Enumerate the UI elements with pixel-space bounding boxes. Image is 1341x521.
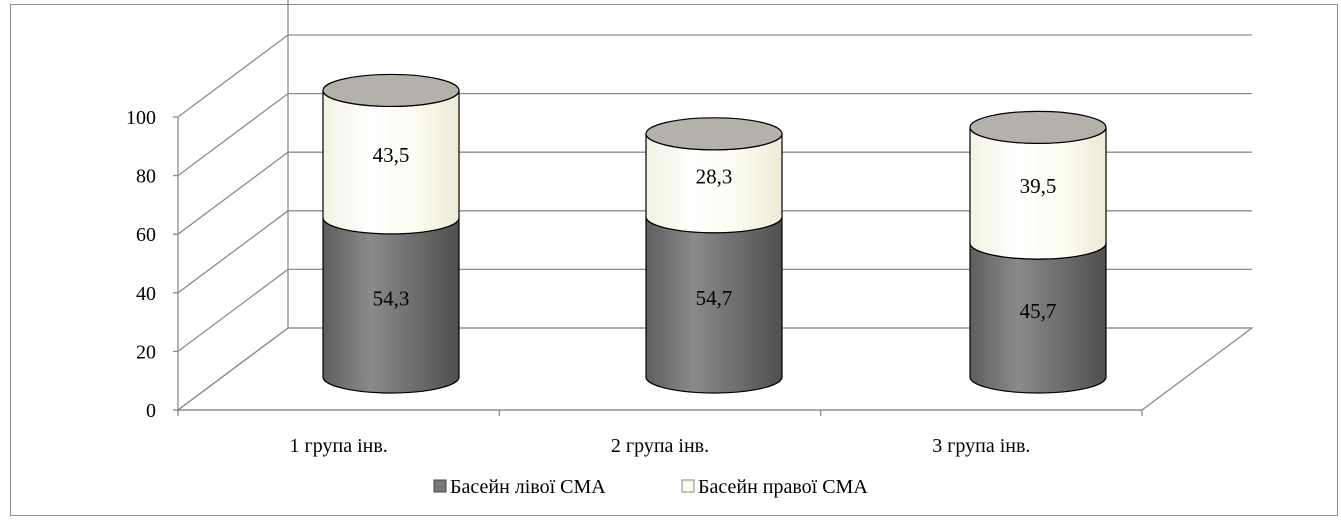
data-label: 54,3	[373, 286, 410, 310]
data-label: 39,5	[1020, 174, 1057, 198]
legend-label: Басейн лівої СМА	[450, 476, 606, 498]
y-tick-label: 80	[136, 166, 156, 188]
bars-layer: 54,3 43,5 54,7 28,3 45,7 39,5	[322, 73, 1107, 394]
data-label: 43,5	[373, 143, 410, 167]
y-tick-label: 100	[126, 107, 156, 129]
axis-layer: 0 20 40 60 80 100 1 група інв. 2 група інв. 3 гр…	[126, 107, 1143, 457]
data-label: 54,7	[696, 286, 733, 310]
legend-label: Басейн правої СМА	[698, 476, 868, 498]
legend-swatch	[681, 479, 695, 493]
x-category-label: 3 група інв.	[932, 435, 1030, 457]
bar-top-cap	[969, 110, 1107, 144]
y-tick-label: 20	[136, 341, 156, 363]
y-tick-label: 60	[136, 224, 156, 246]
chart-legend: Басейн лівої СМА Басейн правої СМА	[433, 476, 868, 498]
grid-layer	[176, 0, 1254, 411]
legend-swatch	[433, 479, 447, 493]
x-category-label: 2 група інв.	[611, 435, 709, 457]
y-tick-label: 40	[136, 283, 156, 305]
bar-top-cap	[322, 73, 460, 108]
bar-top-cap	[645, 117, 783, 151]
x-category-label: 1 група інв.	[290, 435, 388, 457]
data-label: 45,7	[1020, 299, 1057, 323]
data-label: 28,3	[696, 164, 733, 188]
y-tick-label: 0	[146, 400, 156, 422]
